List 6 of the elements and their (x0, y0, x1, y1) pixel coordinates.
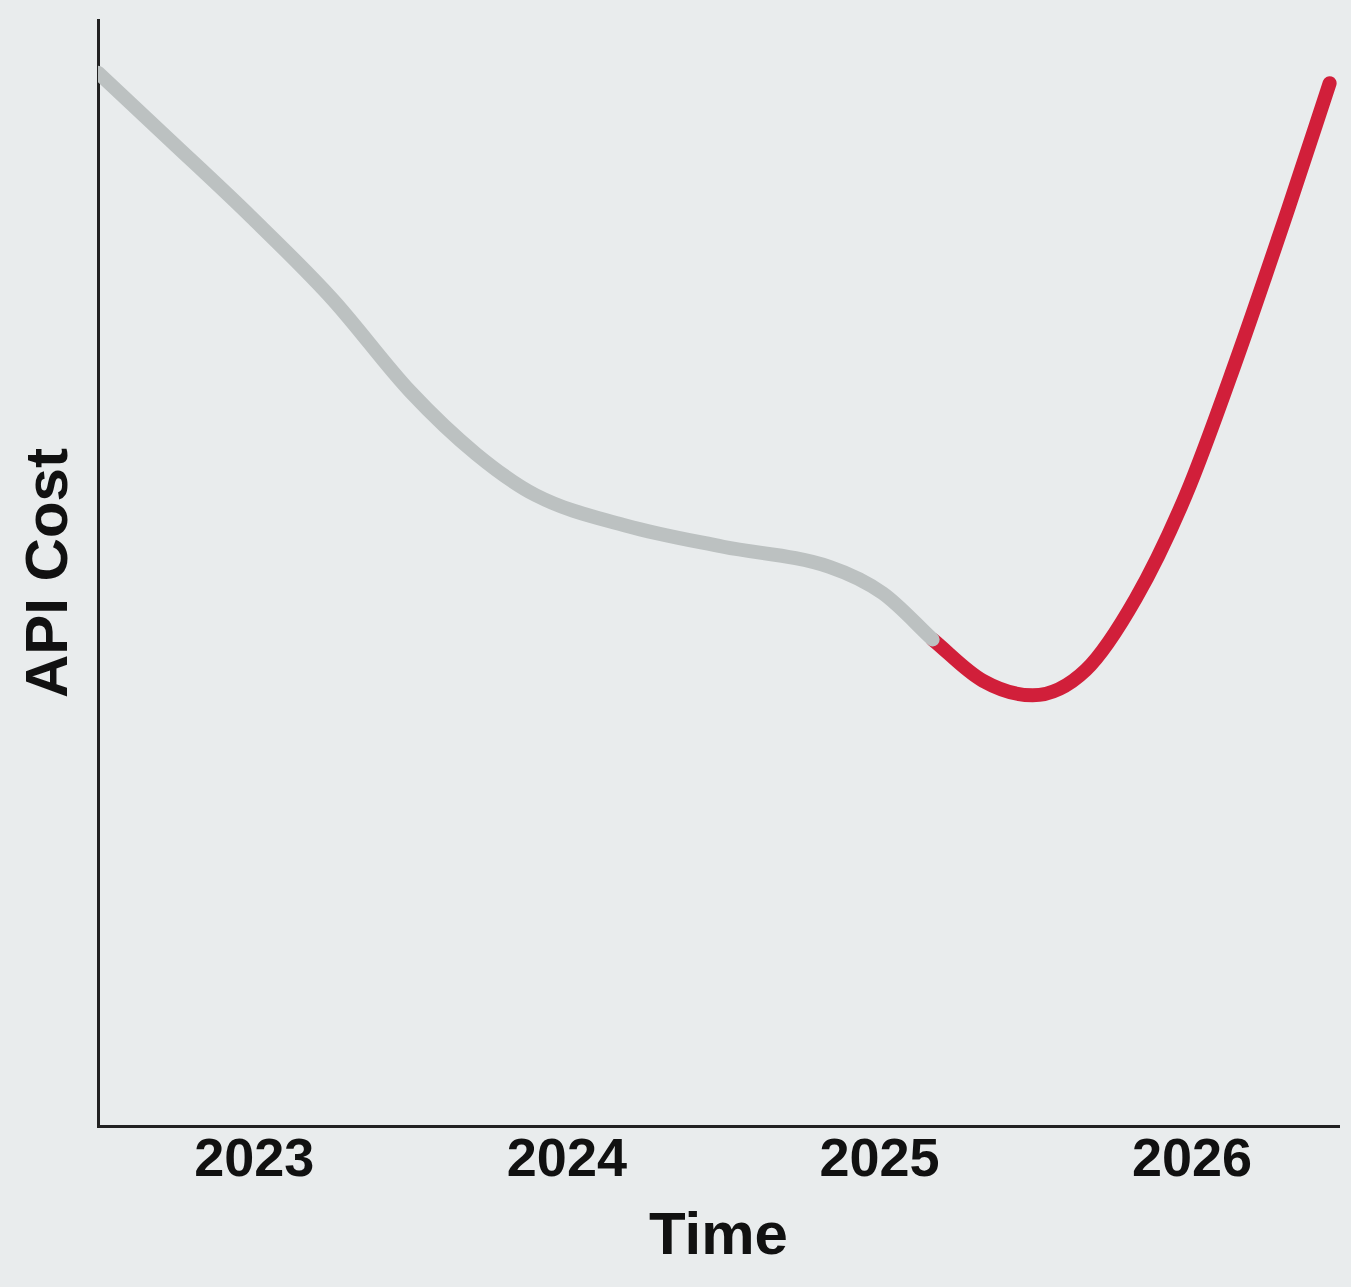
y-axis-title: API Cost (12, 448, 80, 699)
x-tick-label: 2024 (506, 1127, 627, 1188)
x-tick-label: 2023 (194, 1127, 315, 1188)
x-tick-label: 2025 (819, 1127, 940, 1188)
x-axis-title: Time (649, 1199, 788, 1267)
x-tick-label: 2026 (1132, 1127, 1253, 1188)
